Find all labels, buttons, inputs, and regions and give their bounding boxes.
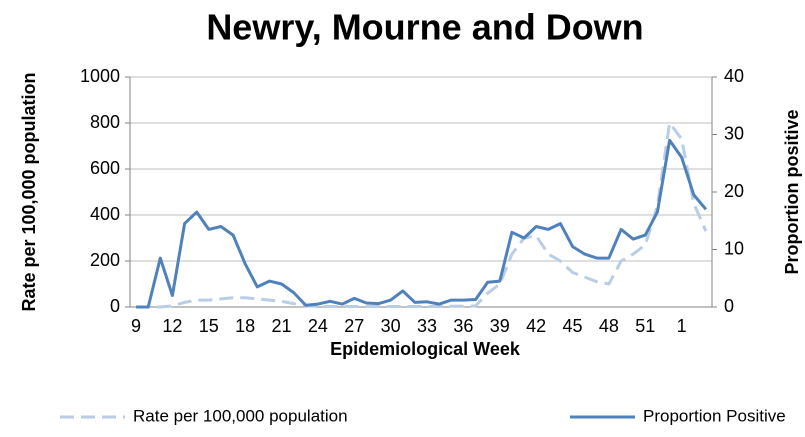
y-tick-label: 800 xyxy=(90,112,120,132)
x-tick-label: 27 xyxy=(344,316,364,336)
legend-label: Proportion Positive xyxy=(643,406,786,425)
y2-tick-label: 30 xyxy=(724,123,744,143)
x-tick-label: 12 xyxy=(162,316,182,336)
x-tick-label: 21 xyxy=(272,316,292,336)
x-tick-label: 15 xyxy=(199,316,219,336)
x-tick-label: 33 xyxy=(417,316,437,336)
y2-tick-label: 0 xyxy=(724,296,734,316)
x-tick-label: 39 xyxy=(490,316,510,336)
y-tick-label: 200 xyxy=(90,250,120,270)
y-tick-label: 600 xyxy=(90,158,120,178)
series-line xyxy=(136,121,708,309)
x-tick-label: 18 xyxy=(235,316,255,336)
x-tick-label: 45 xyxy=(563,316,583,336)
x-tick-label: 30 xyxy=(381,316,401,336)
x-tick-label: 9 xyxy=(131,316,141,336)
x-axis-title: Epidemiological Week xyxy=(330,339,521,359)
x-tick-label: 42 xyxy=(526,316,546,336)
y2-tick-label: 40 xyxy=(724,66,744,86)
y2-tick-label: 20 xyxy=(724,181,744,201)
x-tick-label: 1 xyxy=(677,316,687,336)
y-tick-label: 400 xyxy=(90,204,120,224)
chart-title: Newry, Mourne and Down xyxy=(206,7,643,48)
legend-label: Rate per 100,000 population xyxy=(133,406,348,425)
series-line xyxy=(136,138,708,309)
y-axis-title: Rate per 100,000 population xyxy=(19,72,39,311)
x-tick-label: 48 xyxy=(599,316,619,336)
x-tick-label: 24 xyxy=(308,316,328,336)
x-tick-label: 36 xyxy=(453,316,473,336)
y2-axis-title: Proportion positive xyxy=(782,109,802,274)
y-tick-label: 1000 xyxy=(80,66,120,86)
y2-tick-label: 10 xyxy=(724,238,744,258)
x-tick-label: 51 xyxy=(635,316,655,336)
y-tick-label: 0 xyxy=(110,296,120,316)
